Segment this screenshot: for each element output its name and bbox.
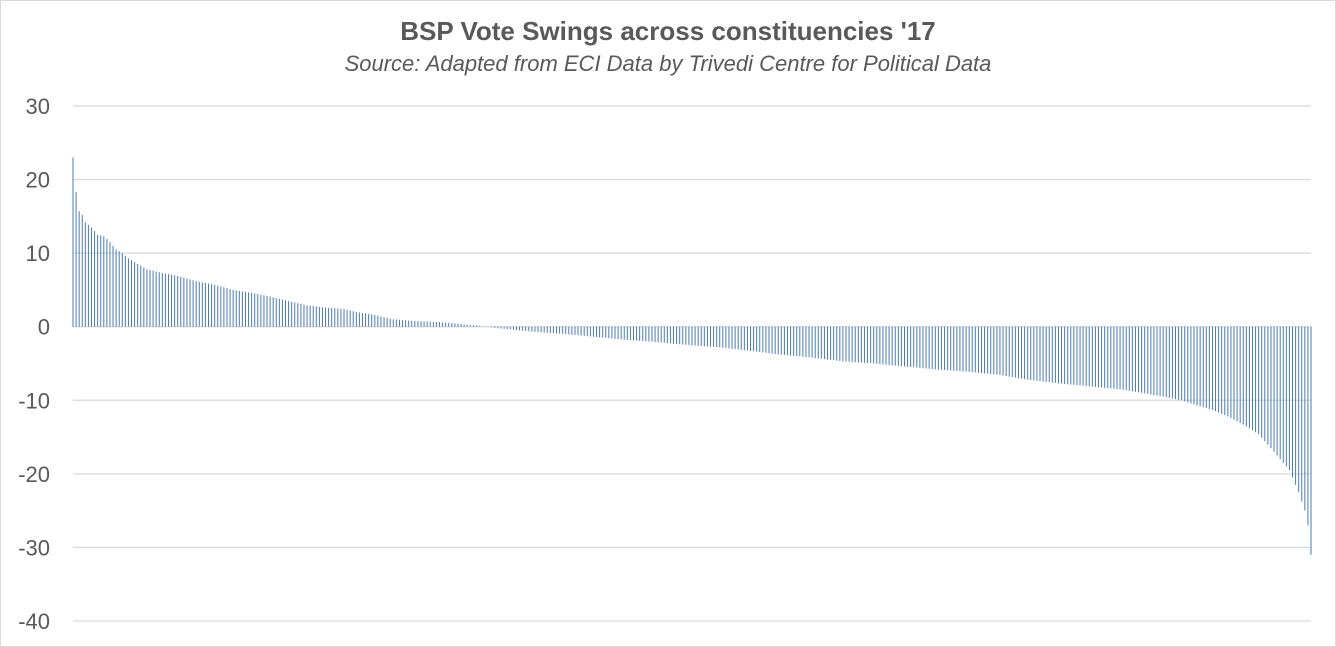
bars xyxy=(72,157,1312,555)
y-tick-label: 30 xyxy=(26,94,50,119)
y-tick-label: -10 xyxy=(18,388,50,413)
y-tick-label: -40 xyxy=(18,609,50,634)
chart-subtitle: Source: Adapted from ECI Data by Trivedi… xyxy=(344,51,992,76)
y-tick-label: 10 xyxy=(26,241,50,266)
y-tick-label: -30 xyxy=(18,535,50,560)
y-tick-label: 0 xyxy=(38,315,50,340)
y-axis-ticks: 30 20 10 0 -10 -20 -30 -40 xyxy=(18,94,50,634)
gridlines xyxy=(73,105,1311,622)
y-tick-label: 20 xyxy=(26,168,50,193)
chart-title: BSP Vote Swings across constituencies '1… xyxy=(400,16,936,46)
y-tick-label: -20 xyxy=(18,462,50,487)
